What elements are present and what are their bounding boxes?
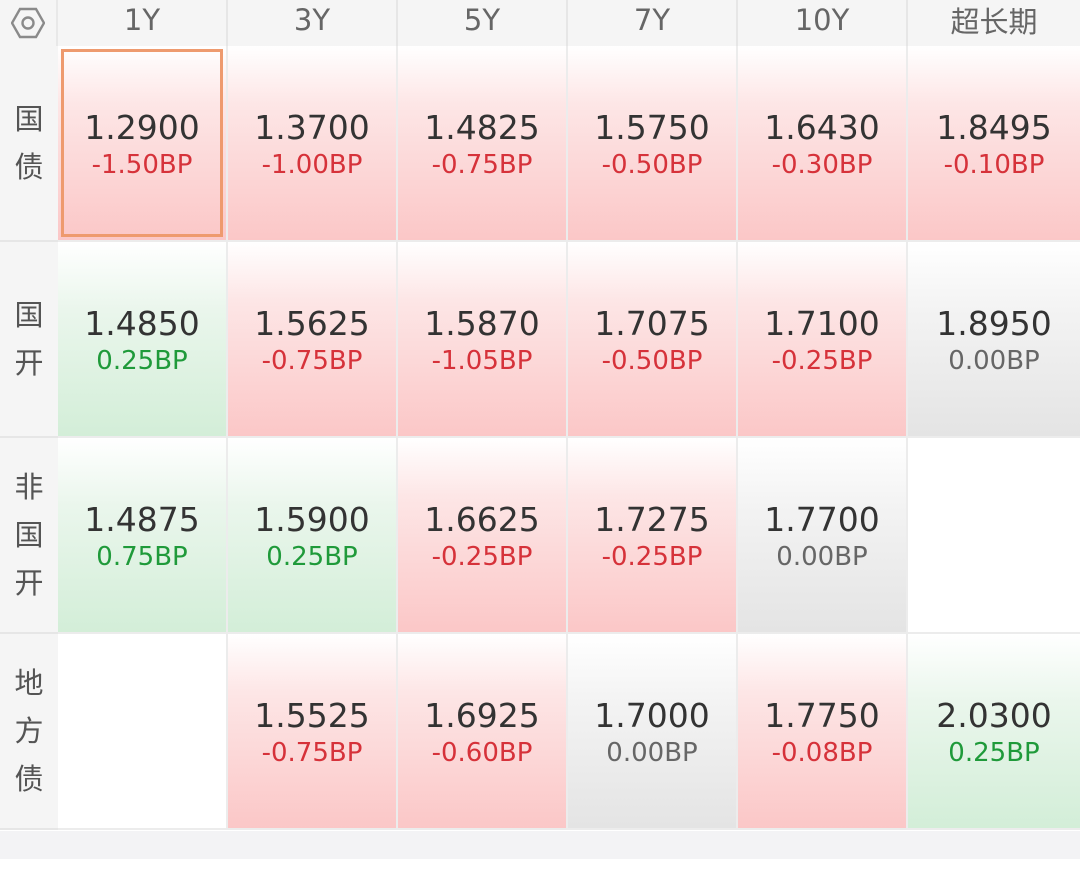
yield-value: 1.7075 bbox=[594, 304, 710, 343]
empty-cell bbox=[58, 634, 228, 830]
yield-cell[interactable]: 1.7700 0.00BP bbox=[738, 438, 908, 634]
yield-cell[interactable]: 1.5525 -0.75BP bbox=[228, 634, 398, 830]
yield-change: -0.75BP bbox=[261, 738, 363, 768]
yield-value: 1.5900 bbox=[254, 500, 370, 539]
yield-change: -0.10BP bbox=[943, 150, 1045, 180]
yield-cell[interactable]: 1.7750 -0.08BP bbox=[738, 634, 908, 830]
yield-value: 1.5870 bbox=[424, 304, 540, 343]
yield-cell[interactable]: 1.7075 -0.50BP bbox=[568, 242, 738, 438]
yield-cell[interactable]: 1.6925 -0.60BP bbox=[398, 634, 568, 830]
yield-value: 1.2900 bbox=[84, 108, 200, 147]
yield-cell[interactable]: 1.4850 0.25BP bbox=[58, 242, 228, 438]
yield-change: 0.00BP bbox=[948, 346, 1040, 376]
yield-cell[interactable]: 1.7275 -0.25BP bbox=[568, 438, 738, 634]
yield-change: 0.25BP bbox=[266, 542, 358, 572]
bottom-spacer bbox=[0, 831, 1080, 859]
yield-change: 0.00BP bbox=[776, 542, 868, 572]
yield-cell[interactable]: 1.6430 -0.30BP bbox=[738, 46, 908, 242]
column-header-5y: 5Y bbox=[398, 0, 568, 46]
hexagon-settings-icon[interactable] bbox=[0, 0, 58, 46]
row-header-non-cdb-policy: 非国开 bbox=[0, 438, 58, 634]
yield-value: 1.7000 bbox=[594, 696, 710, 735]
yield-change: 0.75BP bbox=[96, 542, 188, 572]
row-header-char: 国 bbox=[14, 518, 44, 552]
yield-value: 1.4850 bbox=[84, 304, 200, 343]
yield-value: 1.3700 bbox=[254, 108, 370, 147]
yield-change: -0.50BP bbox=[601, 150, 703, 180]
table-row-treasury: 国债 1.2900 -1.50BP 1.3700 -1.00BP 1.4825 -0.75B… bbox=[0, 46, 1080, 242]
row-header-treasury: 国债 bbox=[0, 46, 58, 242]
yield-cell[interactable]: 1.5870 -1.05BP bbox=[398, 242, 568, 438]
row-header-char: 国 bbox=[14, 102, 44, 136]
yield-value: 1.5525 bbox=[254, 696, 370, 735]
yield-cell[interactable]: 1.5900 0.25BP bbox=[228, 438, 398, 634]
yield-value: 1.7100 bbox=[764, 304, 880, 343]
yield-cell[interactable]: 1.6625 -0.25BP bbox=[398, 438, 568, 634]
yield-table-body: 国债 1.2900 -1.50BP 1.3700 -1.00BP 1.4825 -0.75B… bbox=[0, 46, 1080, 830]
yield-value: 1.5750 bbox=[594, 108, 710, 147]
yield-cell[interactable]: 1.7100 -0.25BP bbox=[738, 242, 908, 438]
table-row-non-cdb-policy: 非国开 1.4875 0.75BP 1.5900 0.25BP 1.6625 -0.25BP… bbox=[0, 438, 1080, 634]
column-header-1y: 1Y bbox=[58, 0, 228, 46]
row-header-char: 国 bbox=[14, 298, 44, 332]
yield-change: -1.50BP bbox=[91, 150, 193, 180]
yield-change: -0.75BP bbox=[261, 346, 363, 376]
yield-value: 1.4825 bbox=[424, 108, 540, 147]
yield-change: -0.08BP bbox=[771, 738, 873, 768]
yield-value: 1.4875 bbox=[84, 500, 200, 539]
yield-change: -0.30BP bbox=[771, 150, 873, 180]
yield-cell[interactable]: 1.2900 -1.50BP bbox=[58, 46, 228, 242]
yield-cell[interactable]: 1.7000 0.00BP bbox=[568, 634, 738, 830]
yield-value: 1.7700 bbox=[764, 500, 880, 539]
yield-value: 1.7750 bbox=[764, 696, 880, 735]
empty-cell bbox=[908, 438, 1080, 634]
yield-cell[interactable]: 1.4875 0.75BP bbox=[58, 438, 228, 634]
yield-cell[interactable]: 1.8495 -0.10BP bbox=[908, 46, 1080, 242]
yield-change: -0.75BP bbox=[431, 150, 533, 180]
row-header-cdb: 国开 bbox=[0, 242, 58, 438]
yield-value: 1.8495 bbox=[936, 108, 1052, 147]
row-header-char: 方 bbox=[14, 714, 44, 748]
yield-value: 1.5625 bbox=[254, 304, 370, 343]
yield-change: -0.60BP bbox=[431, 738, 533, 768]
yield-cell[interactable]: 2.0300 0.25BP bbox=[908, 634, 1080, 830]
yield-cell[interactable]: 1.8950 0.00BP bbox=[908, 242, 1080, 438]
column-header-3y: 3Y bbox=[228, 0, 398, 46]
row-header-local-gov: 地方债 bbox=[0, 634, 58, 830]
table-row-cdb: 国开 1.4850 0.25BP 1.5625 -0.75BP 1.5870 -1.05BP… bbox=[0, 242, 1080, 438]
yield-change: -0.25BP bbox=[431, 542, 533, 572]
header-row: 1Y 3Y 5Y 7Y 10Y 超长期 bbox=[0, 0, 1080, 46]
yield-change: -0.50BP bbox=[601, 346, 703, 376]
row-header-char: 债 bbox=[14, 150, 44, 184]
yield-change: 0.25BP bbox=[96, 346, 188, 376]
yield-cell[interactable]: 1.3700 -1.00BP bbox=[228, 46, 398, 242]
yield-value: 1.6430 bbox=[764, 108, 880, 147]
yield-change: 0.25BP bbox=[948, 738, 1040, 768]
row-header-char: 开 bbox=[14, 346, 44, 380]
yield-value: 1.6625 bbox=[424, 500, 540, 539]
yield-value: 1.7275 bbox=[594, 500, 710, 539]
row-header-char: 开 bbox=[14, 566, 44, 600]
row-header-char: 债 bbox=[14, 762, 44, 796]
table-row-local-gov: 地方债 1.5525 -0.75BP 1.6925 -0.60BP 1.7000 0.00B… bbox=[0, 634, 1080, 830]
yield-change: -0.25BP bbox=[771, 346, 873, 376]
yield-value: 1.6925 bbox=[424, 696, 540, 735]
row-header-char: 非 bbox=[14, 470, 44, 504]
yield-change: -0.25BP bbox=[601, 542, 703, 572]
column-header-10y: 10Y bbox=[738, 0, 908, 46]
yield-change: -1.00BP bbox=[261, 150, 363, 180]
yield-cell[interactable]: 1.5625 -0.75BP bbox=[228, 242, 398, 438]
yield-cell[interactable]: 1.5750 -0.50BP bbox=[568, 46, 738, 242]
column-header-7y: 7Y bbox=[568, 0, 738, 46]
yield-change: 0.00BP bbox=[606, 738, 698, 768]
column-header-ultra-long: 超长期 bbox=[950, 5, 1038, 39]
row-header-char: 地 bbox=[14, 666, 44, 700]
yield-cell[interactable]: 1.4825 -0.75BP bbox=[398, 46, 568, 242]
yield-value: 2.0300 bbox=[936, 696, 1052, 735]
yield-change: -1.05BP bbox=[431, 346, 533, 376]
yield-value: 1.8950 bbox=[936, 304, 1052, 343]
